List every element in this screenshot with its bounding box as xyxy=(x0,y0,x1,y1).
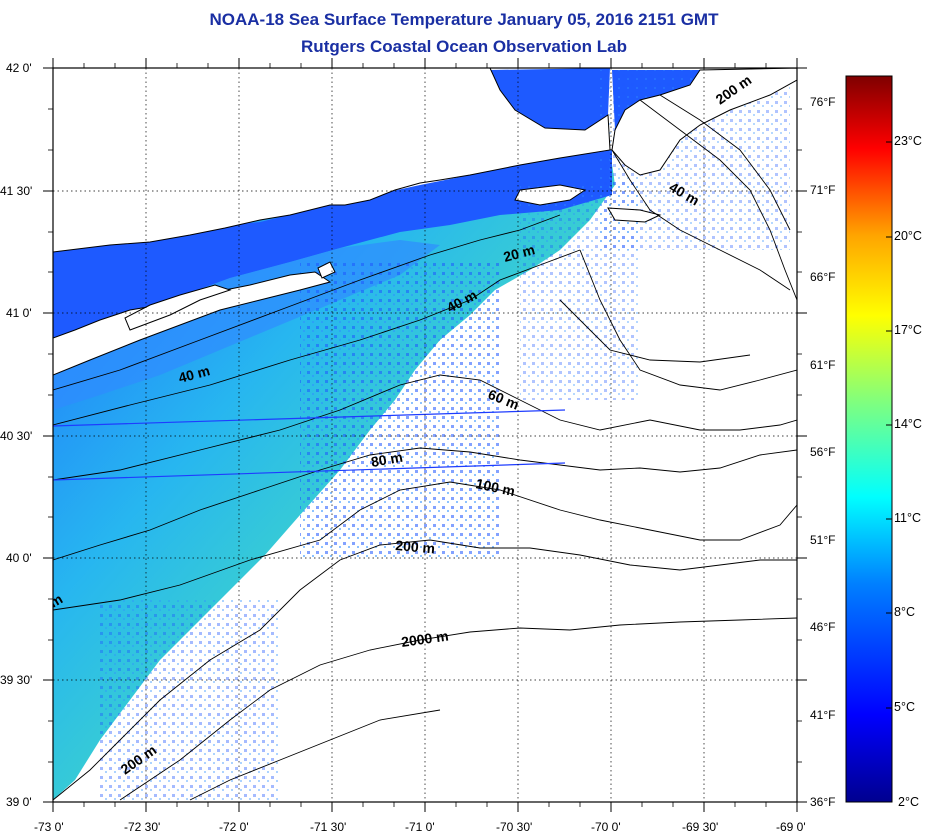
fahrenheit-label: 71°F xyxy=(810,183,836,197)
contour-label: 40 m xyxy=(177,362,212,386)
lon-label: -70 0' xyxy=(591,820,621,834)
celsius-label: 11°C xyxy=(894,511,922,525)
lon-label: -71 30' xyxy=(310,820,347,834)
celsius-label: 17°C xyxy=(894,323,922,337)
lat-label: 41 0' xyxy=(6,306,32,320)
fahrenheit-label: 76°F xyxy=(810,95,836,109)
map-subtitle: Rutgers Coastal Ocean Observation Lab xyxy=(301,37,627,56)
graticule xyxy=(53,68,797,802)
contour-label: 200 m xyxy=(395,537,436,556)
lon-label: -71 0' xyxy=(405,820,435,834)
lon-label: -72 0' xyxy=(219,820,249,834)
lat-label: 42 0' xyxy=(6,61,32,75)
colorbar-ticks xyxy=(886,141,892,709)
bathymetry-contours xyxy=(53,94,797,801)
lat-label: 41 30' xyxy=(0,184,33,198)
contour-label: 2000 m xyxy=(400,628,449,650)
lon-label: -73 0' xyxy=(34,820,64,834)
axis-ticks xyxy=(43,58,807,812)
celsius-label: 14°C xyxy=(894,417,922,431)
celsius-label: 20°C xyxy=(894,229,922,243)
colorbar xyxy=(845,75,893,803)
lat-label: 40 0' xyxy=(6,551,32,565)
map-area: 200 m 40 m 20 m 40 m 40 m 60 m 80 m 100 … xyxy=(53,68,797,802)
contour-label: 20 m xyxy=(502,241,537,265)
fahrenheit-label: 51°F xyxy=(810,533,836,547)
lon-label: -69 30' xyxy=(682,820,719,834)
lon-label: -69 0' xyxy=(776,820,806,834)
celsius-label: 23°C xyxy=(894,134,922,148)
lon-label: -70 30' xyxy=(496,820,533,834)
fahrenheit-label: 36°F xyxy=(810,795,836,809)
lon-label: -72 30' xyxy=(124,820,161,834)
cold-inshore-water xyxy=(53,150,612,360)
celsius-label: 5°C xyxy=(894,700,915,714)
map-title: NOAA-18 Sea Surface Temperature January … xyxy=(209,10,719,29)
fahrenheit-label: 41°F xyxy=(810,708,836,722)
lat-label: 39 30' xyxy=(0,673,33,687)
landmass xyxy=(53,68,797,376)
fahrenheit-label: 46°F xyxy=(810,620,836,634)
fahrenheit-label: 66°F xyxy=(810,270,836,284)
fahrenheit-label: 61°F xyxy=(810,358,836,372)
lat-label: 40 30' xyxy=(0,429,33,443)
fahrenheit-label: 56°F xyxy=(810,445,836,459)
celsius-label: 2°C xyxy=(898,795,919,809)
contour-label: 80 m xyxy=(370,449,404,470)
celsius-label: 8°C xyxy=(894,605,915,619)
lat-label: 39 0' xyxy=(6,795,32,809)
